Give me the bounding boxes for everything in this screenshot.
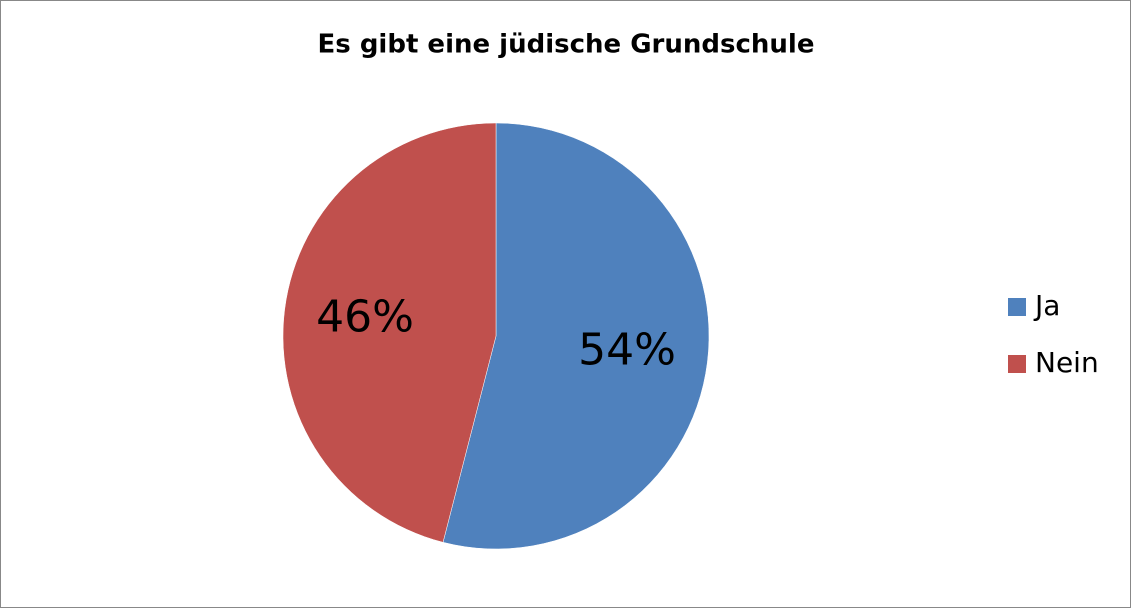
legend-label: Nein bbox=[1035, 346, 1099, 379]
legend-swatch bbox=[1008, 298, 1026, 316]
legend-label: Ja bbox=[1033, 289, 1060, 322]
data-label: 54% bbox=[578, 325, 676, 376]
data-label: 46% bbox=[316, 291, 414, 342]
pie-slice bbox=[442, 122, 710, 550]
chart-title: Es gibt eine jüdische Grundschule bbox=[318, 30, 815, 60]
legend-swatch bbox=[1008, 355, 1026, 373]
pie-slice bbox=[282, 122, 497, 543]
